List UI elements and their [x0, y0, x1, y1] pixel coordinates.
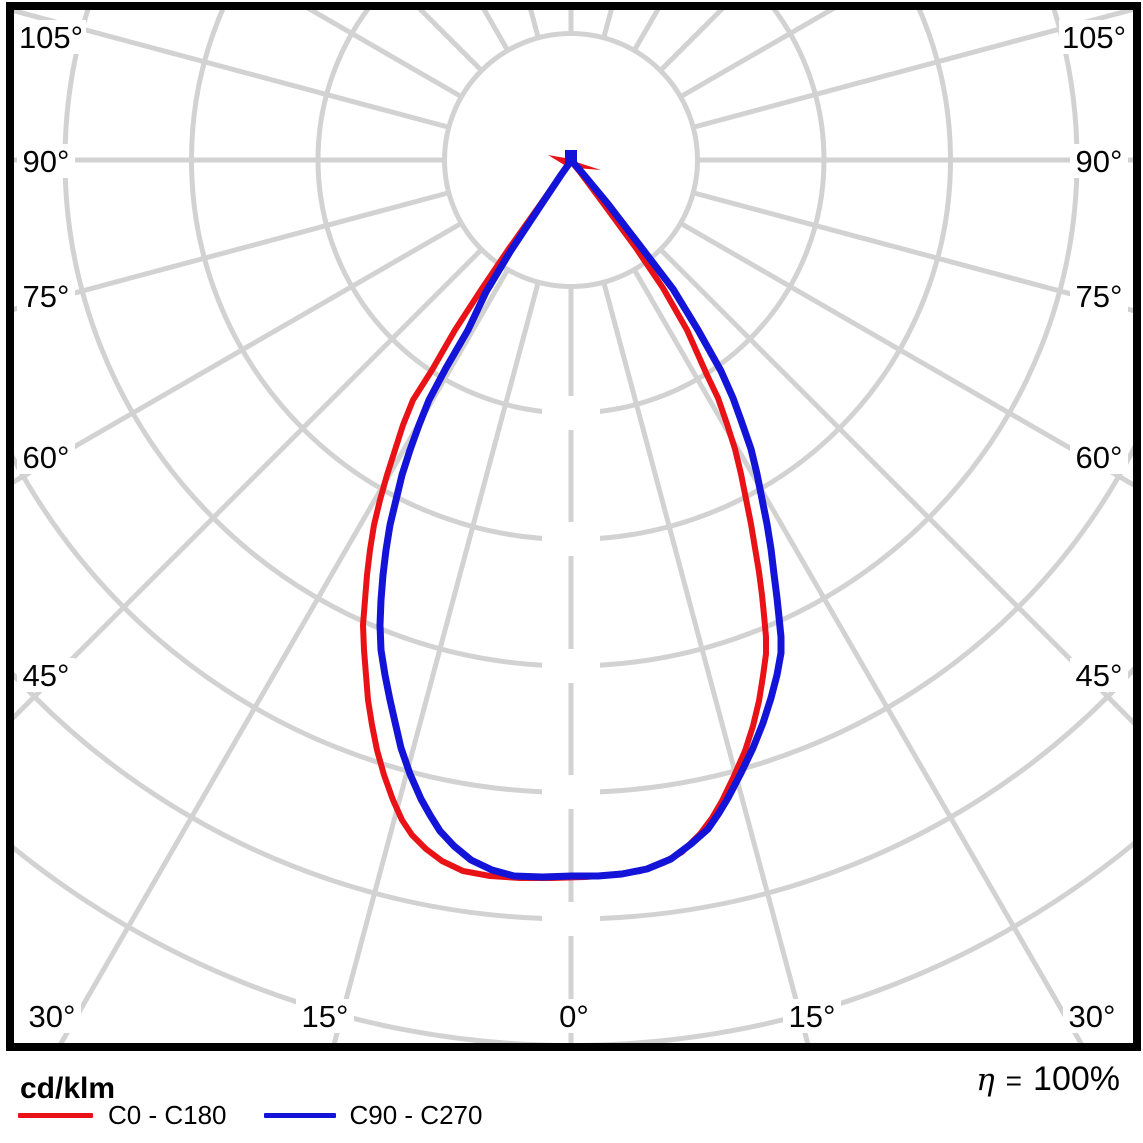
angle-label-bg	[23, 999, 81, 1033]
curve-c0-c180	[360, 157, 769, 881]
angle-label: 30°	[29, 999, 76, 1034]
legend-swatch-c0-c180	[18, 1112, 93, 1118]
eta-symbol: η	[976, 1062, 995, 1098]
angle-label-bg	[17, 279, 75, 313]
grid-spoke	[692, 190, 1133, 314]
grid-spoke	[692, 10, 1133, 130]
angle-label-bg	[783, 999, 841, 1033]
angle-label: 90°	[23, 144, 70, 179]
legend-label-c90-c270: C90 - C270	[349, 1100, 483, 1130]
axis-value-box	[542, 522, 600, 556]
angle-label: 75°	[23, 279, 70, 314]
curve-c90-c270	[376, 157, 785, 881]
unit-label: cd/klm	[20, 1072, 116, 1105]
angle-label-bg	[16, 20, 86, 54]
grid-spoke	[14, 221, 463, 485]
grid-spoke	[14, 10, 450, 130]
angle-label: 105°	[19, 20, 83, 55]
grid-spoke	[58, 268, 510, 1043]
grid-spoke	[14, 247, 484, 721]
grid-spoke	[632, 268, 1084, 1043]
angle-label: 60°	[1076, 440, 1123, 475]
angle-label: 15°	[302, 999, 349, 1034]
axis-value-box	[542, 649, 600, 683]
angle-label: 45°	[1076, 658, 1123, 693]
grid-spoke	[658, 247, 1133, 726]
legend: C0 - C180 C90 - C270	[18, 1100, 482, 1130]
angle-label-bg	[1059, 20, 1129, 54]
angle-label-bg	[1070, 279, 1128, 313]
legend-label-c0-c180: C0 - C180	[108, 1100, 227, 1130]
efficiency-label: η = 100%	[976, 1060, 1120, 1099]
angle-label-bg	[17, 658, 75, 692]
angle-label-bg	[1063, 999, 1121, 1033]
eta-equals: =	[1005, 1065, 1023, 1096]
angle-label-bg	[1070, 440, 1128, 474]
angle-label: 90°	[1076, 144, 1123, 179]
grid-spoke	[331, 281, 541, 1043]
angle-label: 60°	[23, 440, 70, 475]
angle-label-bg	[17, 144, 75, 178]
angle-label-bg	[1070, 658, 1128, 692]
angle-label-bg	[553, 999, 595, 1033]
angle-label: 105°	[1062, 20, 1126, 55]
grid-spoke	[601, 281, 811, 1043]
angle-label-bg	[296, 999, 354, 1033]
eta-value: 100%	[1033, 1060, 1120, 1098]
axis-value-box	[542, 775, 600, 809]
angle-labels: 105° 90° 75° 60° 45° 105° 90° 75° 60° 45° 30° 15° 0°…	[16, 20, 1129, 1034]
angle-label-bg	[1070, 144, 1128, 178]
angle-label-bg	[17, 440, 75, 474]
axis-value-box	[542, 902, 600, 936]
axis-value-boxes	[542, 396, 600, 936]
angle-label: 30°	[1069, 999, 1116, 1034]
grid-spoke	[14, 190, 450, 312]
angle-label: 15°	[789, 999, 836, 1034]
plot-frame	[6, 2, 1141, 1051]
axis-value-box	[542, 396, 600, 430]
grid-spoke	[679, 221, 1133, 488]
curve-c90-c270-mark	[565, 150, 577, 164]
angle-label: 45°	[23, 658, 70, 693]
legend-swatch-c90-c270	[263, 1112, 336, 1118]
angle-label: 75°	[1076, 279, 1123, 314]
angle-label: 0°	[559, 999, 589, 1034]
